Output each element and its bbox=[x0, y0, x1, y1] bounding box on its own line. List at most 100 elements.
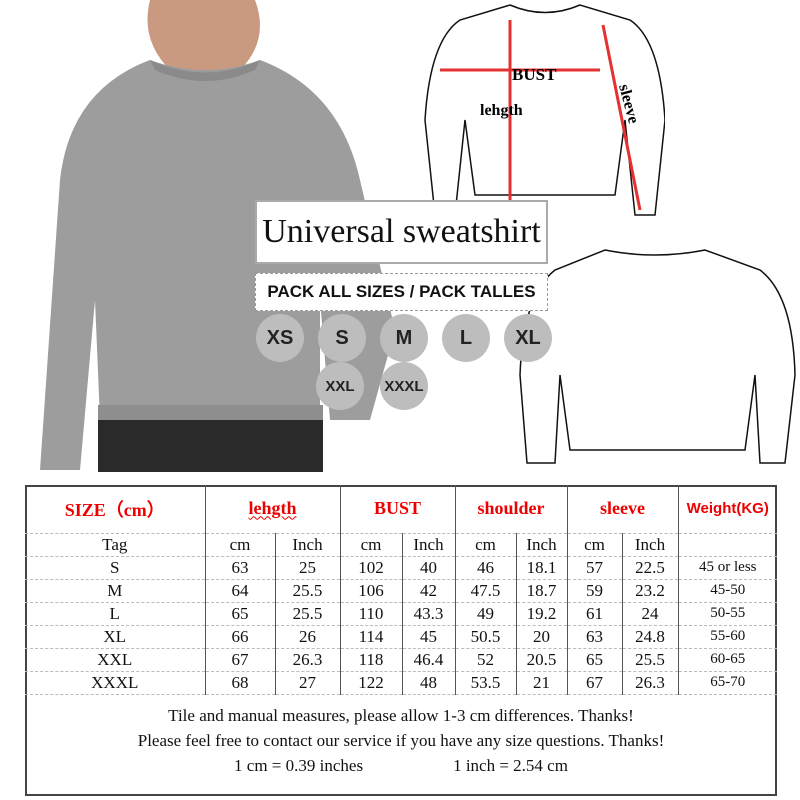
table-cell: 48 bbox=[401, 671, 455, 695]
table-cell: 60-65 bbox=[677, 648, 777, 672]
table-cell: 118 bbox=[339, 648, 402, 672]
back-diagram bbox=[519, 249, 796, 464]
table-cell: 26.3 bbox=[274, 648, 340, 672]
subheader-cell: Tag bbox=[25, 533, 205, 557]
size-table: SIZE（cm） lehgth BUST shoulder sleeve Wei… bbox=[25, 485, 777, 695]
table-cell: 45 bbox=[401, 625, 455, 649]
subheader-cell: cm bbox=[204, 533, 275, 557]
subheader-cell: Inch bbox=[621, 533, 678, 557]
table-cell: 55-60 bbox=[677, 625, 777, 649]
table-cell: 42 bbox=[401, 579, 455, 603]
table-cell: 21 bbox=[515, 671, 567, 695]
table-cell: 47.5 bbox=[454, 579, 516, 603]
table-cell: 24.8 bbox=[621, 625, 678, 649]
subheader-cell bbox=[677, 533, 777, 557]
table-cell: 19.2 bbox=[515, 602, 567, 626]
table-cell: 20.5 bbox=[515, 648, 567, 672]
table-cell: 26.3 bbox=[621, 671, 678, 695]
table-cell: 46.4 bbox=[401, 648, 455, 672]
size-s: S bbox=[318, 314, 366, 362]
table-cell: 63 bbox=[204, 556, 275, 580]
table-subheader-row: Tag cm Inch cm Inch cm Inch cm Inch bbox=[25, 533, 777, 557]
table-cell: 20 bbox=[515, 625, 567, 649]
table-cell: 26 bbox=[274, 625, 340, 649]
table-cell: 46 bbox=[454, 556, 516, 580]
footer-note-measure: Tile and manual measures, please allow 1… bbox=[168, 706, 634, 725]
table-cell: 22.5 bbox=[621, 556, 678, 580]
table-cell: 25.5 bbox=[621, 648, 678, 672]
table-cell: 66 bbox=[204, 625, 275, 649]
footer: Tile and manual measures, please allow 1… bbox=[27, 703, 775, 778]
size-xl: XL bbox=[504, 314, 552, 362]
table-cell: 68 bbox=[204, 671, 275, 695]
table-cell: 53.5 bbox=[454, 671, 516, 695]
front-diagram bbox=[424, 4, 665, 216]
sweatshirt-model-image bbox=[40, 0, 395, 472]
subheader-cell: cm bbox=[339, 533, 402, 557]
conversion-inch: 1 inch = 2.54 cm bbox=[453, 756, 568, 775]
table-cell: 25 bbox=[274, 556, 340, 580]
table-cell: 114 bbox=[339, 625, 402, 649]
product-title: Universal sweatshirt bbox=[255, 200, 548, 264]
table-cell: 45-50 bbox=[677, 579, 777, 603]
size-xxxl: XXXL bbox=[380, 362, 428, 410]
footer-note-contact: Please feel free to contact our service … bbox=[137, 731, 665, 750]
size-xs: XS bbox=[256, 314, 304, 362]
table-cell: 25.5 bbox=[274, 579, 340, 603]
size-tag-cell: L bbox=[25, 602, 205, 626]
table-cell: 25.5 bbox=[274, 602, 340, 626]
table-cell: 65 bbox=[204, 602, 275, 626]
table-cell: 50-55 bbox=[677, 602, 777, 626]
header-bust: BUST bbox=[339, 485, 455, 534]
header-weight: Weight(KG) bbox=[677, 485, 777, 534]
table-cell: 65 bbox=[566, 648, 622, 672]
table-cell: 49 bbox=[454, 602, 516, 626]
size-tag-cell: XXL bbox=[25, 648, 205, 672]
table-row: M 64 25.5 106 42 47.5 18.7 59 23.2 45-50 bbox=[25, 579, 777, 603]
size-tag-cell: XL bbox=[25, 625, 205, 649]
table-cell: 106 bbox=[339, 579, 402, 603]
table-cell: 59 bbox=[566, 579, 622, 603]
table-cell: 52 bbox=[454, 648, 516, 672]
table-cell: 67 bbox=[566, 671, 622, 695]
subheader-cell: Inch bbox=[401, 533, 455, 557]
bust-label: BUST bbox=[512, 65, 557, 84]
header-length: lehgth bbox=[248, 498, 297, 519]
table-cell: 23.2 bbox=[621, 579, 678, 603]
header-size: SIZE（cm） bbox=[25, 485, 205, 534]
table-cell: 102 bbox=[339, 556, 402, 580]
table-row: XL 66 26 114 45 50.5 20 63 24.8 55-60 bbox=[25, 625, 777, 649]
table-cell: 67 bbox=[204, 648, 275, 672]
size-tag-cell: XXXL bbox=[25, 671, 205, 695]
subheader-cell: cm bbox=[454, 533, 516, 557]
size-l: L bbox=[442, 314, 490, 362]
table-row: L 65 25.5 110 43.3 49 19.2 61 24 50-55 bbox=[25, 602, 777, 626]
table-header-row: SIZE（cm） lehgth BUST shoulder sleeve Wei… bbox=[25, 485, 777, 534]
conversion-cm: 1 cm = 0.39 inches bbox=[234, 756, 364, 775]
table-row: S 63 25 102 40 46 18.1 57 22.5 45 or less bbox=[25, 556, 777, 580]
table-row: XXXL 68 27 122 48 53.5 21 67 26.3 65-70 bbox=[25, 671, 777, 695]
size-xxl: XXL bbox=[316, 362, 364, 410]
table-cell: 27 bbox=[274, 671, 340, 695]
size-m: M bbox=[380, 314, 428, 362]
length-label: lehgth bbox=[480, 102, 523, 119]
pack-label: PACK ALL SIZES / PACK TALLES bbox=[255, 273, 548, 311]
table-cell: 57 bbox=[566, 556, 622, 580]
table-cell: 63 bbox=[566, 625, 622, 649]
table-row: XXL 67 26.3 118 46.4 52 20.5 65 25.5 60-65 bbox=[25, 648, 777, 672]
table-cell: 122 bbox=[339, 671, 402, 695]
size-tag-cell: S bbox=[25, 556, 205, 580]
size-tag-cell: M bbox=[25, 579, 205, 603]
table-cell: 43.3 bbox=[401, 602, 455, 626]
table-cell: 50.5 bbox=[454, 625, 516, 649]
table-cell: 18.7 bbox=[515, 579, 567, 603]
header-sleeve: sleeve bbox=[566, 485, 678, 534]
table-cell: 64 bbox=[204, 579, 275, 603]
table-cell: 65-70 bbox=[677, 671, 777, 695]
table-cell: 61 bbox=[566, 602, 622, 626]
subheader-cell: cm bbox=[566, 533, 622, 557]
table-cell: 110 bbox=[339, 602, 402, 626]
table-cell: 40 bbox=[401, 556, 455, 580]
table-cell: 45 or less bbox=[677, 556, 777, 580]
table-cell: 18.1 bbox=[515, 556, 567, 580]
